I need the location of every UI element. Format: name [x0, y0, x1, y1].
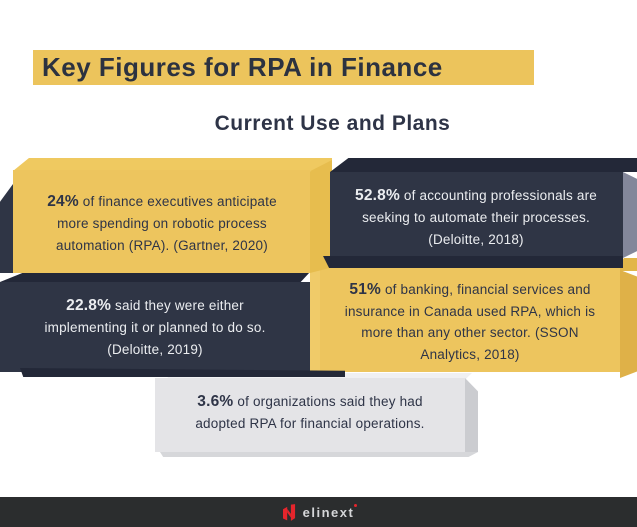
stat-panel-24-top-face: [13, 158, 332, 171]
stat-panel-52-front-face: [330, 172, 623, 260]
stat-value-51: 51%: [349, 281, 381, 298]
stat-panel-51-side-face: [620, 270, 637, 378]
stat-panel-24-front-face: [13, 170, 310, 273]
stat-value-22: 22.8%: [66, 297, 112, 314]
stat-panel-22-bottom-shadow: [20, 368, 345, 377]
stat-desc-52: of accounting professionals are seeking …: [362, 188, 597, 247]
stat-panel-24-side-face: [310, 160, 332, 273]
stat-value-36: 3.6%: [197, 393, 234, 410]
stat-panel-51-left-face: [310, 268, 320, 372]
stat-panel-36-bottom-shadow: [160, 452, 478, 457]
page-title: Key Figures for RPA in Finance: [42, 52, 443, 82]
stat-value-52: 52.8%: [355, 187, 400, 204]
brand-logo: elinext: [282, 503, 358, 521]
brand-logo-accent-dot: [354, 503, 358, 507]
stat-text-51: 51% of banking, financial services and i…: [337, 279, 603, 365]
stat-panel-36-front-face: [155, 378, 465, 452]
section-subtitle: Current Use and Plans: [214, 112, 451, 135]
stat-panel-24-left-shadow: [0, 184, 13, 273]
stat-value-24: 24%: [47, 193, 79, 210]
footer-bar: elinext: [0, 497, 637, 527]
stat-panel-51-front-face: [320, 268, 620, 372]
brand-logo-text: elinext: [303, 503, 358, 520]
stat-panel-52-bottom-shadow: [323, 256, 623, 268]
stat-text-52: 52.8% of accounting professionals are se…: [340, 185, 612, 251]
stat-panel-22-top-face: [0, 272, 310, 282]
stat-desc-22: said they were either implementing it or…: [44, 298, 266, 357]
stat-text-22: 22.8% said they were either implementing…: [33, 295, 277, 361]
brand-logo-icon: [282, 503, 295, 521]
stat-desc-36: of organizations said they had adopted R…: [195, 394, 425, 431]
title-highlight-bar: Key Figures for RPA in Finance: [33, 50, 534, 85]
stat-desc-51: of banking, financial services and insur…: [344, 282, 596, 362]
stat-desc-24: of finance executives anticipate more sp…: [56, 194, 277, 253]
stat-panel-22-front-face: [0, 282, 310, 372]
stat-text-24: 24% of finance executives anticipate mor…: [32, 191, 292, 257]
stat-panel-52-top-face: [330, 158, 637, 172]
stat-panel-36-side-face: [465, 378, 478, 452]
stat-panel-52-side-face: [623, 172, 637, 258]
stat-text-36: 3.6% of organizations said they had adop…: [183, 391, 437, 435]
